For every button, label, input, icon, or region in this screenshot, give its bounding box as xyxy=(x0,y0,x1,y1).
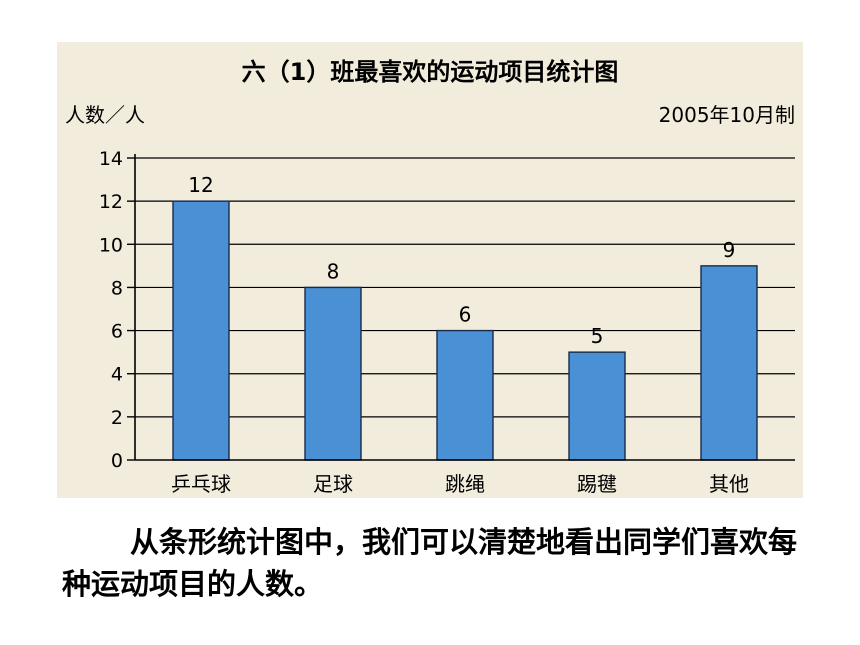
y-tick-label: 14 xyxy=(99,148,123,170)
bar-value-label: 8 xyxy=(327,259,340,283)
y-tick-label: 2 xyxy=(111,407,123,429)
bar xyxy=(172,200,230,461)
chart-figure: 六（1）班最喜欢的运动项目统计图 人数／人 2005年10月制 12 乒乓球 8 足球… xyxy=(57,42,803,498)
x-tick-label: 足球 xyxy=(313,472,353,496)
y-tick-label: 8 xyxy=(111,277,123,299)
y-tick-label: 10 xyxy=(99,234,123,256)
bar xyxy=(304,286,362,461)
y-axis-label: 人数／人 xyxy=(65,103,145,127)
bar xyxy=(436,329,494,461)
bar xyxy=(700,265,758,461)
x-tick-label: 跳绳 xyxy=(445,472,485,496)
y-tick-label: 6 xyxy=(111,321,123,343)
bar-value-label: 6 xyxy=(459,303,472,327)
bar-value-label: 12 xyxy=(188,173,213,197)
bar-chart: 六（1）班最喜欢的运动项目统计图 人数／人 2005年10月制 12 乒乓球 8 足球… xyxy=(65,58,795,496)
x-tick-label: 乒乓球 xyxy=(171,472,231,496)
bar-value-label: 5 xyxy=(591,324,604,348)
chart-title: 六（1）班最喜欢的运动项目统计图 xyxy=(242,58,619,86)
bar xyxy=(568,351,626,461)
bar-value-label: 9 xyxy=(723,238,736,262)
caption-text: 从条形统计图中，我们可以清楚地看出同学们喜欢每种运动项目的人数。 xyxy=(62,525,798,601)
chart-date-note: 2005年10月制 xyxy=(659,103,795,127)
x-tick-label: 其他 xyxy=(709,472,749,496)
y-tick-label: 4 xyxy=(111,364,123,386)
y-tick-label: 12 xyxy=(99,191,123,213)
x-tick-label: 踢毽 xyxy=(577,472,617,496)
y-tick-label: 0 xyxy=(111,450,123,472)
